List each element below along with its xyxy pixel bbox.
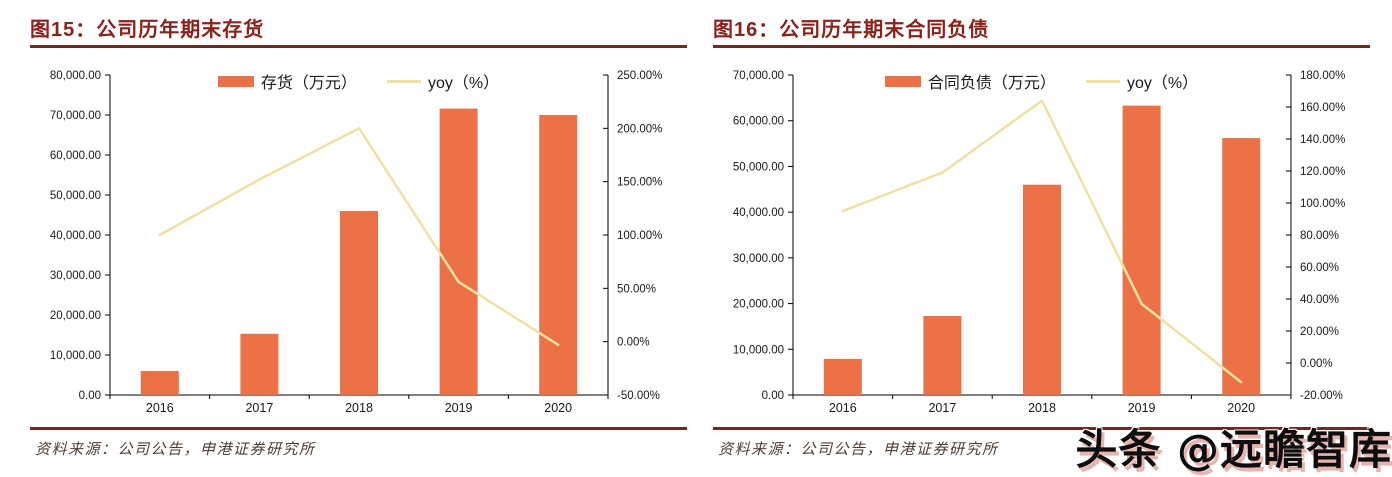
left-axis-tick-label: 50,000.00 (50, 190, 101, 202)
figure-contract-liabilities-block: 图16：公司历年期末合同负债 0.00 10,000.00 20,000.00 30,… (713, 0, 1370, 471)
x-axis-category-label: 2018 (1028, 401, 1056, 415)
bar-2018 (1023, 184, 1061, 395)
right-axis-tick-label: 40.00% (1300, 294, 1339, 306)
figure-inventory-block: 图15：公司历年期末存货 0.00 10,000.00 20,000.00 30,00… (30, 0, 687, 471)
x-axis-category-label: 2020 (1227, 401, 1255, 415)
legend-label-bar: 合同负债（万元） (927, 75, 1056, 92)
left-axis-tick-label: 10,000.00 (733, 344, 784, 356)
right-axis-tick-label: 0.00% (617, 337, 650, 349)
contract-liabilities-chart-svg: 0.00 10,000.00 20,000.00 30,000.00 40,000.00… (733, 70, 1346, 415)
title-divider-rule (30, 45, 687, 48)
bar-2017 (240, 333, 279, 395)
right-axis-tick-label: -50.00% (617, 390, 660, 402)
right-axis-tick-label: 160.00% (1300, 102, 1345, 114)
right-axis-tick-label: 20.00% (1300, 326, 1339, 338)
right-axis-tick-label: 180.00% (1300, 70, 1345, 82)
yoy-line (158, 127, 560, 347)
bar-2018 (340, 211, 378, 395)
left-axis-tick-label: 80,000.00 (50, 70, 101, 82)
x-axis-category-label: 2016 (829, 401, 857, 415)
title-divider-rule (713, 45, 1370, 48)
bar-2020 (1222, 138, 1261, 395)
source-note: 资料来源：公司公告，申港证券研究所 (35, 442, 316, 458)
right-axis-tick-label: 100.00% (1300, 198, 1345, 210)
left-axis-tick-label: 0.00 (79, 390, 101, 402)
bar-series-swatch (884, 75, 921, 87)
line-series-swatch (386, 79, 421, 83)
chart-legend: 合同负债（万元） yoy（%） (713, 69, 1370, 93)
source-divider-rule (30, 427, 687, 430)
x-axis-category-label: 2018 (345, 401, 373, 415)
legend-label-line: yoy（%） (1126, 75, 1199, 92)
chart-legend: 存货（万元） yoy（%） (30, 69, 687, 93)
left-axis-tick-label: 0.00 (762, 390, 784, 402)
inventory-chart-svg: 0.00 10,000.00 20,000.00 30,000.00 40,000.00… (50, 70, 663, 415)
left-axis-tick-label: 60,000.00 (50, 150, 101, 162)
left-axis-tick-label: 20,000.00 (733, 299, 784, 311)
bar-2016 (140, 371, 179, 395)
left-axis-tick-label: 50,000.00 (733, 161, 784, 173)
left-axis-tick-label: 40,000.00 (733, 207, 784, 219)
yoy-line (841, 99, 1243, 384)
left-axis-tick-label: 40,000.00 (50, 230, 101, 242)
x-axis-category-label: 2020 (544, 401, 572, 415)
legend-label-line: yoy（%） (427, 75, 500, 92)
right-axis-tick-label: -20.00% (1300, 390, 1343, 402)
bar-2020 (539, 115, 578, 395)
figure-title: 图16：公司历年期末合同负债 (713, 19, 990, 41)
right-axis-tick-label: 0.00% (1300, 358, 1333, 370)
x-axis-category-label: 2017 (245, 401, 273, 415)
x-axis-category-label: 2016 (146, 401, 174, 415)
legend-item-line: yoy（%） (386, 69, 500, 93)
right-axis-tick-label: 100.00% (617, 230, 662, 242)
right-axis-tick-label: 50.00% (617, 283, 656, 295)
toutiao-watermark: 头条 @远瞻智库 (1075, 425, 1392, 474)
x-axis-category-label: 2017 (928, 401, 956, 415)
right-axis-tick-label: 60.00% (1300, 262, 1339, 274)
contract-liabilities-chart-area: 0.00 10,000.00 20,000.00 30,000.00 40,000.00… (713, 60, 1370, 415)
line-series-swatch (1085, 79, 1120, 83)
bar-2019 (1122, 105, 1161, 395)
x-axis-category-label: 2019 (1128, 401, 1156, 415)
bar-2016 (823, 358, 862, 395)
bar-series-swatch (217, 75, 254, 87)
left-axis-tick-label: 20,000.00 (50, 310, 101, 322)
left-axis-tick-label: 30,000.00 (50, 270, 101, 282)
legend-item-bar: 存货（万元） (217, 69, 357, 93)
figure-title: 图15：公司历年期末存货 (30, 19, 265, 41)
right-axis-tick-label: 80.00% (1300, 230, 1339, 242)
right-axis-tick-label: 200.00% (617, 123, 662, 135)
legend-label-bar: 存货（万元） (260, 75, 357, 92)
legend-item-bar: 合同负债（万元） (884, 69, 1056, 93)
source-divider-rule (713, 427, 1370, 430)
right-axis-tick-label: 150.00% (617, 177, 662, 189)
left-axis-tick-label: 30,000.00 (733, 253, 784, 265)
left-axis-tick-label: 70,000.00 (733, 70, 784, 82)
x-axis-category-label: 2019 (445, 401, 473, 415)
left-axis-tick-label: 70,000.00 (50, 110, 101, 122)
legend-item-line: yoy（%） (1085, 69, 1199, 93)
right-axis-tick-label: 120.00% (1300, 166, 1345, 178)
left-axis-tick-label: 60,000.00 (733, 116, 784, 128)
source-note: 资料来源：公司公告，申港证券研究所 (718, 442, 999, 458)
right-axis-tick-label: 250.00% (617, 70, 662, 82)
bar-2017 (923, 315, 962, 395)
right-axis-tick-label: 140.00% (1300, 134, 1345, 146)
inventory-chart-area: 0.00 10,000.00 20,000.00 30,000.00 40,000.00… (30, 60, 687, 415)
bar-2019 (439, 108, 478, 395)
left-axis-tick-label: 10,000.00 (50, 350, 101, 362)
